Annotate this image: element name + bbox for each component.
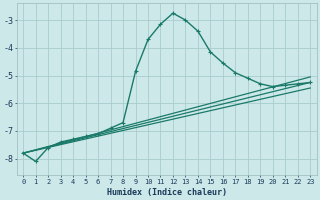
X-axis label: Humidex (Indice chaleur): Humidex (Indice chaleur) [107, 188, 227, 197]
